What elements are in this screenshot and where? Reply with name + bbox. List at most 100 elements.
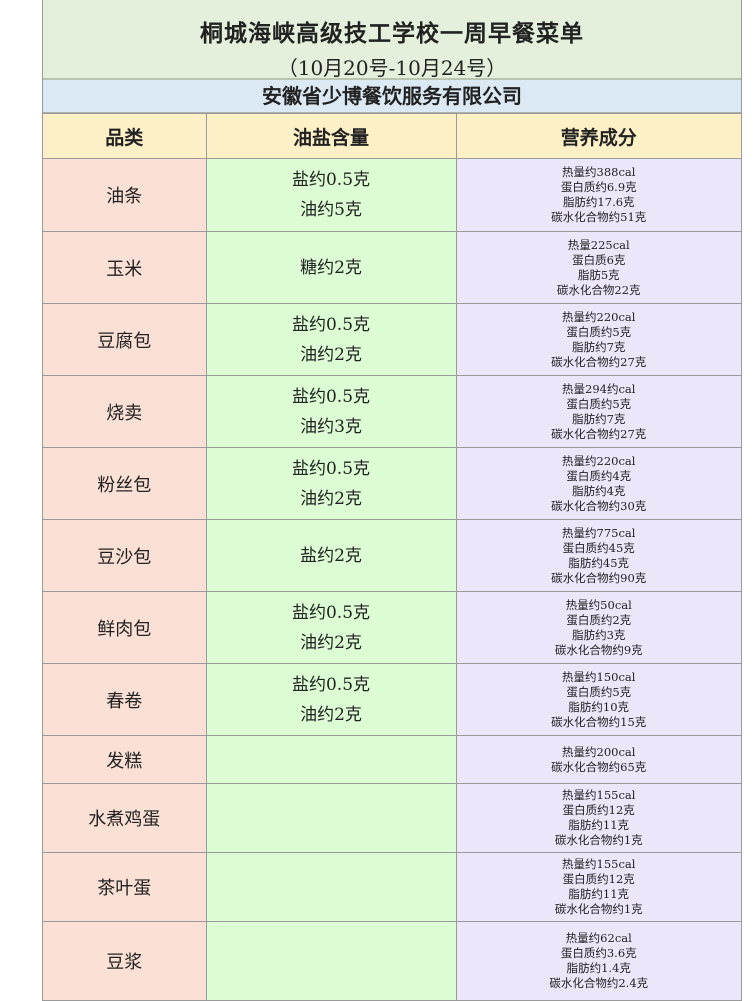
nutrition-line: 热量约775cal: [562, 525, 636, 540]
nutrition-line: 脂肪约4克: [572, 483, 626, 498]
nutrition-line: 碳水化合物约27克: [551, 426, 647, 441]
item-name: 粉丝包: [43, 447, 207, 520]
nutrition-line: 脂肪约11克: [568, 887, 630, 901]
nutrition-cell: 热量约388cal 蛋白质约6.9克 脂肪约17.6克 碳水化合物约51克: [455, 158, 741, 232]
nutrition-line: 热量294约cal: [562, 381, 636, 396]
nutrition-line: 脂肪约17.6克: [562, 195, 635, 209]
oil-salt-line: 盐约0.5克: [291, 602, 371, 623]
oil-salt-line: 油约5克: [300, 200, 362, 220]
nutrition-line: 热量约220cal: [562, 453, 636, 468]
oil-salt-cell: 盐约0.5克 油约2克: [205, 591, 457, 664]
nutrition-line: 碳水化合物约30克: [551, 498, 647, 513]
nutrition-cell: 热量约50cal 蛋白质约2克 脂肪约3克 碳水化合物约9克: [455, 591, 741, 664]
nutrition-line: 碳水化合物约51克: [551, 210, 647, 224]
item-name: 发糕: [43, 735, 207, 784]
nutrition-line: 碳水化合物约15克: [551, 714, 647, 729]
item-name: 茶叶蛋: [43, 852, 207, 922]
nutrition-line: 蛋白质约2克: [566, 612, 632, 627]
nutrition-line: 热量约155cal: [562, 857, 636, 871]
oil-salt-cell: 盐约0.5克 油约2克: [205, 303, 457, 376]
nutrition-line: 脂肪约1.4克: [566, 961, 631, 975]
oil-salt-cell: 盐约0.5克 油约5克: [205, 158, 457, 232]
table-row: 水煮鸡蛋 热量约155cal 蛋白质约12克 脂肪约11克 碳水化合物约1克: [43, 783, 741, 853]
oil-salt-line: 盐约0.5克: [291, 386, 371, 407]
nutrition-line: 脂肪5克: [577, 267, 620, 282]
oil-salt-line: 盐约0.5克: [291, 314, 371, 335]
nutrition-cell: 热量约220cal 蛋白质约5克 脂肪约7克 碳水化合物约27克: [455, 303, 741, 376]
oil-salt-cell: 盐约0.5克 油约3克: [205, 375, 457, 448]
nutrition-line: 蛋白质约6.9克: [560, 180, 637, 194]
header-oil-salt: 油盐含量: [205, 113, 457, 159]
table-row: 油条 盐约0.5克 油约5克 热量约388cal 蛋白质约6.9克 脂肪约17.6克 碳水化…: [43, 158, 741, 232]
nutrition-line: 蛋白质约5克: [566, 396, 632, 411]
item-name: 油条: [43, 158, 207, 232]
item-name: 豆腐包: [43, 303, 207, 376]
nutrition-line: 脂肪约10克: [568, 699, 630, 714]
oil-salt-cell: [205, 852, 457, 922]
table-row: 豆腐包 盐约0.5克 油约2克 热量约220cal 蛋白质约5克 脂肪约7克 碳水化合物约2…: [43, 303, 741, 376]
table-row: 烧卖 盐约0.5克 油约3克 热量294约cal 蛋白质约5克 脂肪约7克 碳水化合物约27…: [43, 375, 741, 448]
table-row: 发糕 热量约200cal 碳水化合物约65克: [43, 735, 741, 784]
nutrition-line: 蛋白质约5克: [566, 684, 632, 699]
oil-salt-line: 油约2克: [300, 632, 362, 653]
table-row: 茶叶蛋 热量约155cal 蛋白质约12克 脂肪约11克 碳水化合物约1克: [43, 852, 741, 922]
oil-salt-line: 盐约0.5克: [291, 170, 371, 190]
header-nutrition: 营养成分: [455, 113, 741, 159]
nutrition-cell: 热量约155cal 蛋白质约12克 脂肪约11克 碳水化合物约1克: [455, 852, 741, 922]
nutrition-line: 碳水化合物约1克: [554, 902, 643, 916]
header-row: 品类 油盐含量 营养成分: [43, 113, 741, 159]
table-row: 春卷 盐约0.5克 油约2克 热量约150cal 蛋白质约5克 脂肪约10克 碳水化合物约1…: [43, 663, 741, 736]
nutrition-line: 热量约150cal: [562, 669, 636, 684]
nutrition-line: 脂肪约11克: [568, 818, 630, 832]
nutrition-line: 碳水化合物约90克: [551, 570, 647, 585]
nutrition-line: 蛋白质约12克: [562, 872, 635, 886]
table-row: 豆沙包 盐约2克 热量约775cal 蛋白质约45克 脂肪约45克 碳水化合物约90克: [43, 519, 741, 592]
oil-salt-line: 油约2克: [300, 344, 362, 365]
nutrition-cell: 热量约775cal 蛋白质约45克 脂肪约45克 碳水化合物约90克: [455, 519, 741, 592]
date-range: （10月20号-10月24号）: [277, 56, 507, 80]
oil-salt-cell: 盐约0.5克 油约2克: [205, 663, 457, 736]
nutrition-line: 热量约50cal: [565, 597, 632, 612]
item-name: 烧卖: [43, 375, 207, 448]
nutrition-cell: 热量225cal 蛋白质6克 脂肪5克 碳水化合物22克: [455, 231, 741, 304]
nutrition-line: 碳水化合物约65克: [551, 759, 647, 774]
nutrition-cell: 热量约200cal 碳水化合物约65克: [455, 735, 741, 784]
header-category: 品类: [43, 113, 207, 159]
menu-table: 品类 油盐含量 营养成分 油条 盐约0.5克 油约5克 热量约388cal 蛋白质约6.…: [43, 113, 741, 1001]
nutrition-line: 脂肪约45克: [568, 555, 630, 570]
nutrition-cell: 热量约150cal 蛋白质约5克 脂肪约10克 碳水化合物约15克: [455, 663, 741, 736]
company-name: 安徽省少博餐饮服务有限公司: [43, 80, 741, 113]
breakfast-menu-sheet: 桐城海峡高级技工学校一周早餐菜单 （10月20号-10月24号） 安徽省少博餐饮…: [42, 0, 742, 1001]
nutrition-line: 脂肪约7克: [572, 411, 626, 426]
oil-salt-line: 盐约2克: [300, 545, 362, 566]
nutrition-line: 碳水化合物约9克: [554, 642, 643, 657]
item-name: 豆沙包: [43, 519, 207, 592]
nutrition-line: 碳水化合物约27克: [551, 354, 647, 369]
oil-salt-line: 糖约2克: [300, 257, 362, 278]
nutrition-line: 脂肪约7克: [572, 339, 626, 354]
oil-salt-cell: 糖约2克: [205, 231, 457, 304]
nutrition-line: 蛋白质约12克: [562, 803, 635, 817]
nutrition-line: 蛋白质约3.6克: [560, 946, 637, 960]
nutrition-cell: 热量约62cal 蛋白质约3.6克 脂肪约1.4克 碳水化合物约2.4克: [455, 921, 741, 1001]
nutrition-line: 热量约388cal: [562, 165, 636, 179]
oil-salt-line: 油约2克: [300, 704, 362, 725]
oil-salt-line: 油约3克: [300, 416, 362, 437]
nutrition-line: 蛋白质约45克: [562, 540, 635, 555]
table-row: 玉米 糖约2克 热量225cal 蛋白质6克 脂肪5克 碳水化合物22克: [43, 231, 741, 304]
nutrition-cell: 热量约220cal 蛋白质约4克 脂肪约4克 碳水化合物约30克: [455, 447, 741, 520]
nutrition-line: 热量约155cal: [562, 788, 636, 802]
oil-salt-cell: [205, 783, 457, 853]
table-row: 鲜肉包 盐约0.5克 油约2克 热量约50cal 蛋白质约2克 脂肪约3克 碳水化合物约9克: [43, 591, 741, 664]
oil-salt-cell: [205, 921, 457, 1001]
nutrition-line: 蛋白质约5克: [566, 324, 632, 339]
nutrition-line: 碳水化合物22克: [556, 282, 641, 297]
oil-salt-line: 盐约0.5克: [291, 458, 371, 479]
item-name: 玉米: [43, 231, 207, 304]
oil-salt-cell: 盐约2克: [205, 519, 457, 592]
nutrition-line: 蛋白质6克: [572, 252, 626, 267]
table-row: 豆浆 热量约62cal 蛋白质约3.6克 脂肪约1.4克 碳水化合物约2.4克: [43, 921, 741, 1001]
oil-salt-line: 油约2克: [300, 488, 362, 509]
nutrition-line: 热量约220cal: [562, 309, 636, 324]
table-row: 粉丝包 盐约0.5克 油约2克 热量约220cal 蛋白质约4克 脂肪约4克 碳水化合物约3…: [43, 447, 741, 520]
